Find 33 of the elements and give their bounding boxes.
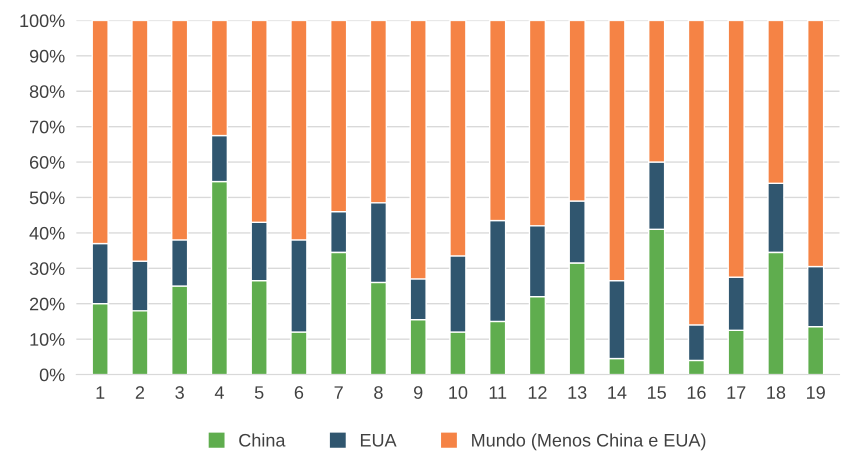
- x-tick-label: 11: [490, 386, 506, 399]
- x-tick-label: 6: [294, 386, 304, 399]
- x-tick-label: 14: [608, 386, 626, 399]
- x-tick-label: 1: [96, 386, 104, 399]
- x-tick-label: 19: [807, 386, 825, 399]
- x-tick-label: 18: [767, 386, 786, 399]
- x-tick-label: 12: [528, 386, 547, 399]
- legend-label: EUA: [360, 434, 397, 447]
- x-tick-label: 7: [334, 386, 343, 399]
- x-tick-label: 16: [688, 386, 706, 399]
- x-tick-label: 13: [568, 386, 586, 399]
- y-tick-label: 100%: [20, 14, 65, 28]
- x-tick-label: 17: [728, 386, 746, 399]
- x-tick-label: 3: [175, 386, 184, 399]
- legend-label: Mundo (Menos China e EUA): [472, 433, 706, 450]
- y-tick-label: 60%: [30, 156, 65, 169]
- y-tick-label: 10%: [30, 333, 65, 346]
- y-tick-label: 30%: [30, 262, 65, 276]
- y-tick-label: 40%: [29, 226, 65, 240]
- x-tick-label: 10: [449, 386, 468, 399]
- y-tick-label: 80%: [30, 85, 65, 98]
- legend-label: China: [239, 433, 286, 447]
- y-tick-label: 20%: [30, 298, 65, 310]
- x-tick-label: 9: [414, 386, 422, 399]
- y-tick-label: 50%: [30, 191, 65, 204]
- x-tick-label: 4: [214, 386, 224, 399]
- x-tick-label: 5: [254, 386, 264, 399]
- x-tick-label: 8: [374, 386, 383, 399]
- x-tick-label: 2: [136, 386, 144, 399]
- y-tick-label: 0%: [40, 368, 65, 382]
- y-tick-label: 90%: [30, 50, 65, 63]
- x-tick-label: 15: [648, 386, 666, 399]
- y-tick-label: 70%: [30, 120, 65, 134]
